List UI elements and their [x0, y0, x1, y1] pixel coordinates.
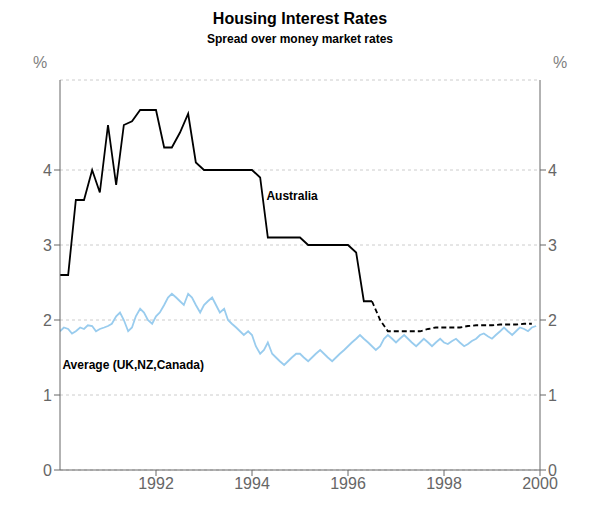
svg-text:1994: 1994 [234, 475, 270, 492]
svg-text:1: 1 [548, 387, 557, 404]
svg-text:Average (UK,NZ,Canada): Average (UK,NZ,Canada) [62, 358, 204, 372]
svg-text:%: % [553, 54, 567, 71]
svg-text:2000: 2000 [522, 475, 558, 493]
svg-text:Australia: Australia [266, 189, 318, 203]
svg-text:1998: 1998 [426, 475, 462, 492]
svg-text:0: 0 [548, 462, 557, 479]
svg-text:1: 1 [43, 387, 52, 404]
svg-text:2: 2 [548, 312, 557, 329]
svg-text:0: 0 [43, 462, 52, 479]
html-text:Housing Interest Rates: Housing Interest Rates [212, 10, 388, 27]
svg-text:4: 4 [548, 162, 557, 179]
svg-text:3: 3 [43, 237, 52, 254]
svg-text:%: % [33, 54, 47, 71]
svg-text:2: 2 [43, 312, 52, 329]
html-text:Spread over money market rates: Spread over money market rates [207, 32, 393, 46]
svg-text:1996: 1996 [330, 475, 366, 492]
svg-text:4: 4 [43, 162, 52, 179]
svg-text:3: 3 [548, 237, 557, 254]
svg-text:1992: 1992 [138, 475, 174, 492]
